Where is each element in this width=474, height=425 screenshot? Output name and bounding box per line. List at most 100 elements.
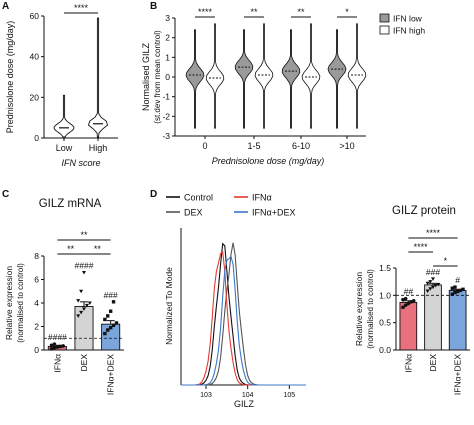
bar-label: #### bbox=[75, 260, 94, 270]
significance-label: **** bbox=[414, 242, 429, 252]
violin bbox=[87, 17, 109, 138]
y-tick-label: 4 bbox=[34, 298, 39, 308]
violin bbox=[185, 29, 205, 129]
y-tick-label: 40 bbox=[30, 52, 40, 62]
data-point bbox=[433, 283, 438, 288]
data-point bbox=[49, 343, 54, 348]
x-tick-label: IFNα bbox=[52, 354, 62, 373]
data-point bbox=[108, 325, 113, 330]
y-tick-label: 0 bbox=[34, 133, 39, 143]
panel-b: B -3 -2 -1 0 1 2 3 Normalised GILZ (st.dev from … bbox=[141, 1, 425, 166]
bar bbox=[448, 289, 467, 351]
y-axis-label: Relative expression bbox=[354, 272, 364, 346]
y-axis-label: Normalised GILZ bbox=[141, 42, 151, 111]
x-tick-label: IFNα bbox=[403, 354, 413, 373]
data-point bbox=[82, 270, 86, 275]
data-point bbox=[49, 347, 54, 351]
panel-d: D Normalized To Mode GILZ 103 104 105 Control… bbox=[150, 189, 306, 409]
violin bbox=[327, 29, 347, 129]
data-point bbox=[79, 289, 84, 294]
bar bbox=[424, 284, 442, 351]
chart-title: GILZ protein bbox=[392, 205, 456, 217]
data-point bbox=[425, 281, 430, 286]
y-tick-label: -1 bbox=[162, 92, 170, 102]
x-tick-label: DEX bbox=[428, 354, 438, 372]
legend-label: DEX bbox=[184, 208, 203, 218]
data-point bbox=[428, 287, 433, 291]
y-tick-label: -3 bbox=[162, 131, 170, 141]
data-point bbox=[103, 331, 107, 336]
x-axis-label: Prednisolone dose (mg/day) bbox=[212, 156, 325, 166]
y-axis-label-2: (st.dev from mean control) bbox=[153, 30, 162, 124]
panel-letter: B bbox=[150, 1, 157, 12]
data-point bbox=[425, 289, 430, 293]
violin bbox=[301, 23, 321, 129]
bar-label: ## bbox=[404, 287, 414, 297]
data-point bbox=[406, 301, 411, 306]
panel-d-right: 0.0 0.5 1.0 1.5 GILZ protein Relative express… bbox=[354, 205, 470, 395]
x-axis-label: GILZ bbox=[234, 399, 255, 409]
data-point bbox=[431, 277, 435, 281]
bar-label: #### bbox=[48, 332, 67, 342]
significance-label: ** bbox=[80, 230, 88, 240]
data-point bbox=[403, 303, 408, 307]
panel-letter: D bbox=[150, 189, 157, 200]
data-point bbox=[76, 314, 81, 318]
y-tick-label: 60 bbox=[30, 11, 40, 21]
y-tick-label: 0.5 bbox=[379, 318, 391, 328]
legend-label: Control bbox=[184, 193, 213, 203]
legend-label: IFN low bbox=[393, 14, 423, 24]
y-tick-label: 1.5 bbox=[379, 263, 391, 273]
data-point bbox=[111, 323, 116, 328]
y-tick-label: 0 bbox=[34, 345, 39, 355]
histogram-line bbox=[181, 242, 306, 386]
violin bbox=[53, 94, 75, 138]
data-point bbox=[450, 286, 454, 290]
x-tick-label: Low bbox=[56, 143, 73, 153]
histogram-line bbox=[181, 255, 306, 386]
significance-label: * bbox=[444, 256, 448, 266]
data-point bbox=[411, 299, 416, 303]
x-tick-label: 104 bbox=[242, 392, 254, 399]
x-tick-label: DEX bbox=[79, 354, 89, 372]
chart-title: GILZ mRNA bbox=[39, 198, 102, 210]
data-point bbox=[111, 300, 116, 304]
bar-label: # bbox=[455, 275, 460, 285]
data-point bbox=[108, 309, 113, 313]
violin bbox=[281, 29, 301, 129]
y-tick-label: 0 bbox=[165, 72, 170, 82]
significance-label: **** bbox=[198, 7, 213, 17]
data-point bbox=[114, 321, 119, 325]
x-tick-label: 1-5 bbox=[247, 141, 260, 151]
y-axis-label: Relative expression bbox=[4, 266, 14, 340]
y-tick-label: 20 bbox=[30, 92, 40, 102]
data-point bbox=[431, 285, 435, 290]
data-point bbox=[87, 301, 92, 305]
y-tick-label: 6 bbox=[34, 275, 39, 285]
data-point bbox=[436, 282, 441, 287]
x-tick-label: >10 bbox=[339, 141, 354, 151]
legend-label: IFNα+DEX bbox=[252, 208, 295, 218]
x-axis-label: IFN score bbox=[61, 158, 100, 168]
data-point bbox=[82, 307, 86, 311]
significance-label: ** bbox=[297, 7, 305, 17]
y-tick-label: 8 bbox=[34, 251, 39, 261]
panel-a: A 0 20 40 60 Prednisolone dose (mg/day) Low Hi… bbox=[2, 1, 118, 168]
panel-c: C 0 2 4 6 8 GILZ mRNA Relative expression (norm… bbox=[2, 189, 124, 395]
y-axis-label-2: (normalised to control) bbox=[366, 269, 375, 349]
significance-label: ** bbox=[67, 244, 75, 254]
x-tick-label: 105 bbox=[283, 392, 295, 399]
x-tick-label: IFNα+DEX bbox=[453, 354, 463, 395]
legend: IFN low IFN high bbox=[379, 14, 425, 36]
data-point bbox=[455, 289, 460, 294]
x-tick-label: 6-10 bbox=[292, 141, 310, 151]
data-point bbox=[55, 345, 60, 349]
y-tick-label: 0.0 bbox=[379, 345, 391, 355]
panel-letter: A bbox=[2, 1, 9, 12]
y-tick-label: 2 bbox=[165, 33, 170, 43]
y-tick-label: 1.0 bbox=[379, 290, 391, 300]
data-point bbox=[79, 310, 84, 315]
violin bbox=[254, 23, 274, 129]
data-point bbox=[61, 344, 65, 348]
